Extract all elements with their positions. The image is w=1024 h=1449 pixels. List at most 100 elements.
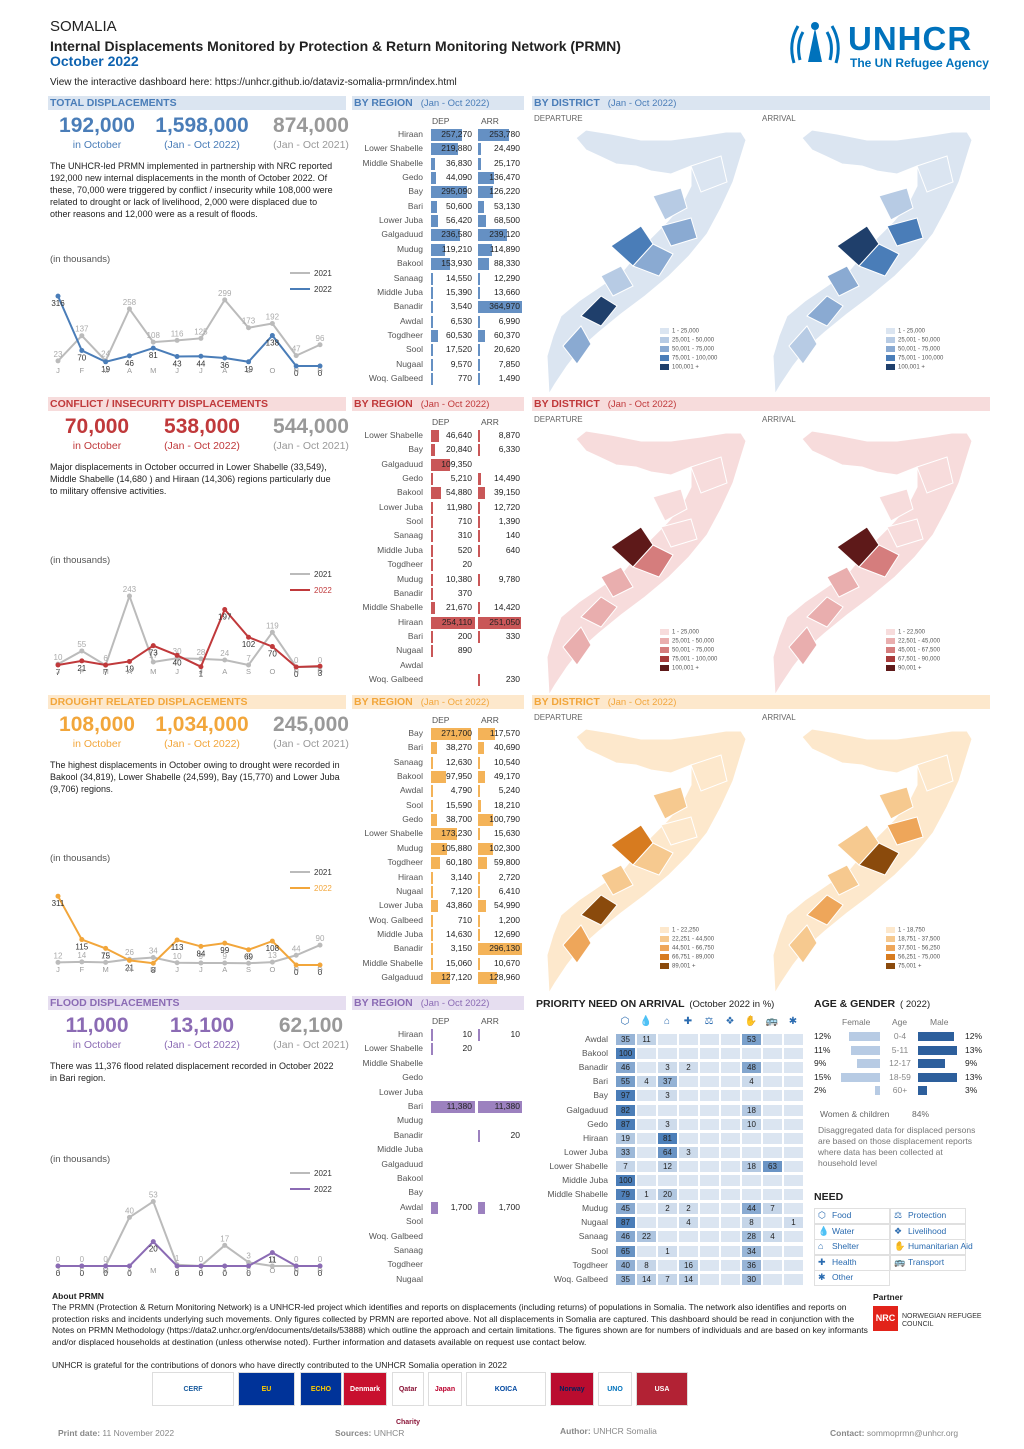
dep-bar xyxy=(431,828,457,841)
month-tick: A xyxy=(127,366,132,375)
arr-value: 640 xyxy=(505,544,520,555)
region-name: Togdheer xyxy=(387,857,423,868)
arr-bar xyxy=(478,544,480,557)
priority-cell xyxy=(784,1076,803,1088)
priority-cell xyxy=(700,1231,719,1243)
priority-cell xyxy=(637,1132,656,1144)
priority-cell xyxy=(700,1034,719,1045)
priority-cell: 100 xyxy=(616,1048,635,1060)
arr-value: 12,690 xyxy=(494,928,520,939)
region-name: Sanaag xyxy=(393,756,423,767)
priority-cell xyxy=(658,1217,677,1229)
conflict-point-y2022 xyxy=(269,644,275,650)
priority-cell xyxy=(721,1062,740,1074)
drought-point-y2022 xyxy=(222,940,228,946)
dep-value: 38,270 xyxy=(446,742,472,753)
departure-map-total-district-7 xyxy=(660,217,698,247)
departure-map-drought-district-1 xyxy=(632,842,674,876)
total-point-y2021 xyxy=(246,325,252,331)
drought-point-y2021 xyxy=(317,942,323,948)
priority-cell xyxy=(658,1175,677,1186)
map-legend-swatch xyxy=(660,927,669,933)
map-legend-swatch xyxy=(886,647,895,653)
dep-bar xyxy=(431,143,458,156)
need-label: Protection xyxy=(908,1210,947,1220)
priority-cell xyxy=(679,1245,698,1257)
arr-bar xyxy=(478,971,498,984)
flood-label-y2022: 0 xyxy=(56,1269,61,1277)
arr-bar xyxy=(478,630,480,643)
arr-value: 10 xyxy=(510,1029,520,1039)
need-label: Other xyxy=(832,1272,854,1282)
arr-value: 1,700 xyxy=(498,1201,520,1212)
dep-value: 10,380 xyxy=(446,573,472,584)
arr-bar xyxy=(478,186,494,199)
region-name: Bari xyxy=(407,742,423,753)
dep-bar xyxy=(431,971,450,984)
drought-label-y2021: 14 xyxy=(77,951,86,960)
total-point-y2021 xyxy=(317,342,323,348)
arr-value: 53,130 xyxy=(494,200,520,211)
priority-cell xyxy=(700,1118,719,1130)
priority-cell: 3 xyxy=(658,1118,677,1130)
drought-panel-title: DROUGHT RELATED DISPLACEMENTS xyxy=(50,696,248,708)
region-name: Middle Shabelle xyxy=(362,957,423,968)
month-tick: J xyxy=(199,965,203,974)
month-tick: M xyxy=(103,1266,109,1275)
priority-cell xyxy=(637,1217,656,1229)
total-label-y2021: 47 xyxy=(292,345,301,354)
departure-map-conflict xyxy=(546,430,747,697)
drought-label-y2021: 90 xyxy=(316,934,325,943)
priority-region: Lower Shabelle xyxy=(549,1160,608,1171)
conflict-point-y2022 xyxy=(293,664,299,670)
total-point-y2022 xyxy=(126,353,132,359)
total-district-header: BY DISTRICT (Jan - Oct 2022) xyxy=(532,96,990,110)
donor-logo-8: UNO xyxy=(598,1372,632,1406)
dep-bar xyxy=(431,200,438,213)
flood-label-y2021: 53 xyxy=(149,1191,158,1200)
legend-2021-label: 2021 xyxy=(314,269,332,278)
dep-bar xyxy=(431,215,438,228)
priority-cell xyxy=(784,1132,803,1144)
conflict-point-y2022 xyxy=(150,643,156,649)
by-region-period: (Jan - Oct 2022) xyxy=(420,98,490,109)
conflict-label-y2022: 7 xyxy=(56,668,61,677)
priority-cell xyxy=(721,1076,740,1088)
by-region-period: (Jan - Oct 2022) xyxy=(420,998,490,1009)
dep-value: 3,140 xyxy=(450,871,472,882)
priority-cell xyxy=(742,1175,761,1186)
map-legend-text: 50,001 - 75,000 xyxy=(672,647,715,654)
month-tick: S xyxy=(246,366,251,375)
age-subtitle: ( 2022) xyxy=(900,999,931,1010)
priority-cell: 87 xyxy=(616,1217,635,1229)
departure-map-total-district-3 xyxy=(562,325,592,365)
arr-value: 13,660 xyxy=(494,286,520,297)
need-label: Livelihood xyxy=(908,1225,947,1236)
total-label-y2022: 36 xyxy=(220,361,229,370)
conflict-line-y2021 xyxy=(57,593,320,668)
flood-label-y2022: 0 xyxy=(318,1269,323,1277)
arr-value: 49,170 xyxy=(494,771,520,782)
priority-cell xyxy=(679,1118,698,1130)
priority-cell xyxy=(763,1132,782,1144)
author-value: UNHCR Somalia xyxy=(593,1426,657,1436)
map-legend-text: 1 - 18,750 xyxy=(898,927,926,934)
dep-bar xyxy=(431,857,440,870)
female-pct: 15% xyxy=(814,1071,832,1082)
total-label-y2022: 43 xyxy=(173,359,182,368)
arr-value: 296,130 xyxy=(489,943,520,954)
dep-bar xyxy=(431,344,434,357)
month-tick: M xyxy=(150,667,156,676)
drought-label-y2022: 0 xyxy=(294,968,299,976)
legend-2022-label: 2022 xyxy=(314,285,332,294)
dep-value: 50,600 xyxy=(446,200,472,211)
priority-region: Woq. Galbeed xyxy=(553,1273,608,1284)
priority-cell xyxy=(784,1231,803,1243)
priority-cell xyxy=(700,1175,719,1186)
arrival-map-total-district-2 xyxy=(806,295,844,327)
arr-value: 60,370 xyxy=(494,329,520,340)
dashboard-link[interactable]: View the interactive dashboard here: htt… xyxy=(50,77,457,88)
arr-value: 12,290 xyxy=(494,272,520,283)
dep-bar xyxy=(431,785,433,798)
arr-bar xyxy=(478,885,480,898)
